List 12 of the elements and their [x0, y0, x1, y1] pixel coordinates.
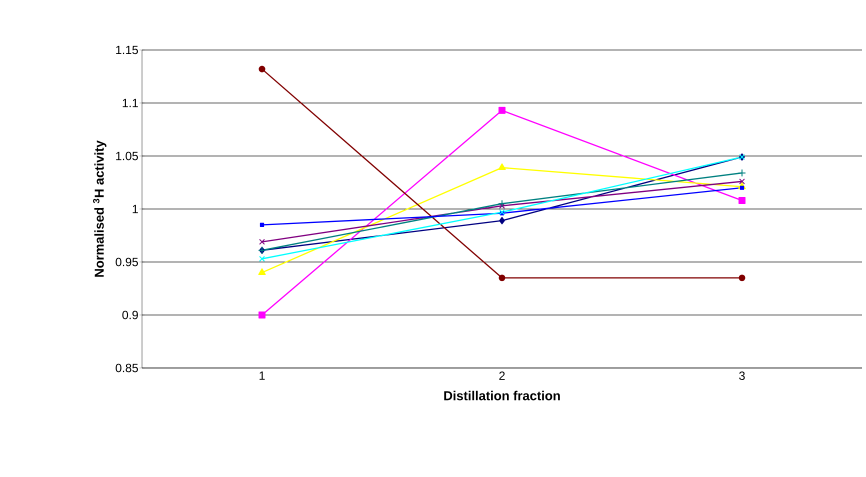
- y-tick-label: 1: [132, 204, 138, 214]
- y-tick-label: 0.95: [116, 258, 138, 266]
- y-tick-label: 1.15: [116, 46, 138, 54]
- y-tick-label: 1.05: [116, 152, 138, 160]
- y-tick-label: 0.9: [122, 310, 138, 320]
- x-tick-label: 1: [260, 372, 265, 380]
- x-tick-label: 2: [499, 372, 505, 380]
- y-tick-label: 1.1: [122, 98, 138, 108]
- y-axis-title: Normalised $^{3}$H activity: [93, 140, 106, 277]
- x-axis-title: Distillation fraction: [444, 390, 560, 400]
- x-tick-label: 3: [739, 372, 745, 380]
- y-tick-label: 0.85: [116, 364, 138, 372]
